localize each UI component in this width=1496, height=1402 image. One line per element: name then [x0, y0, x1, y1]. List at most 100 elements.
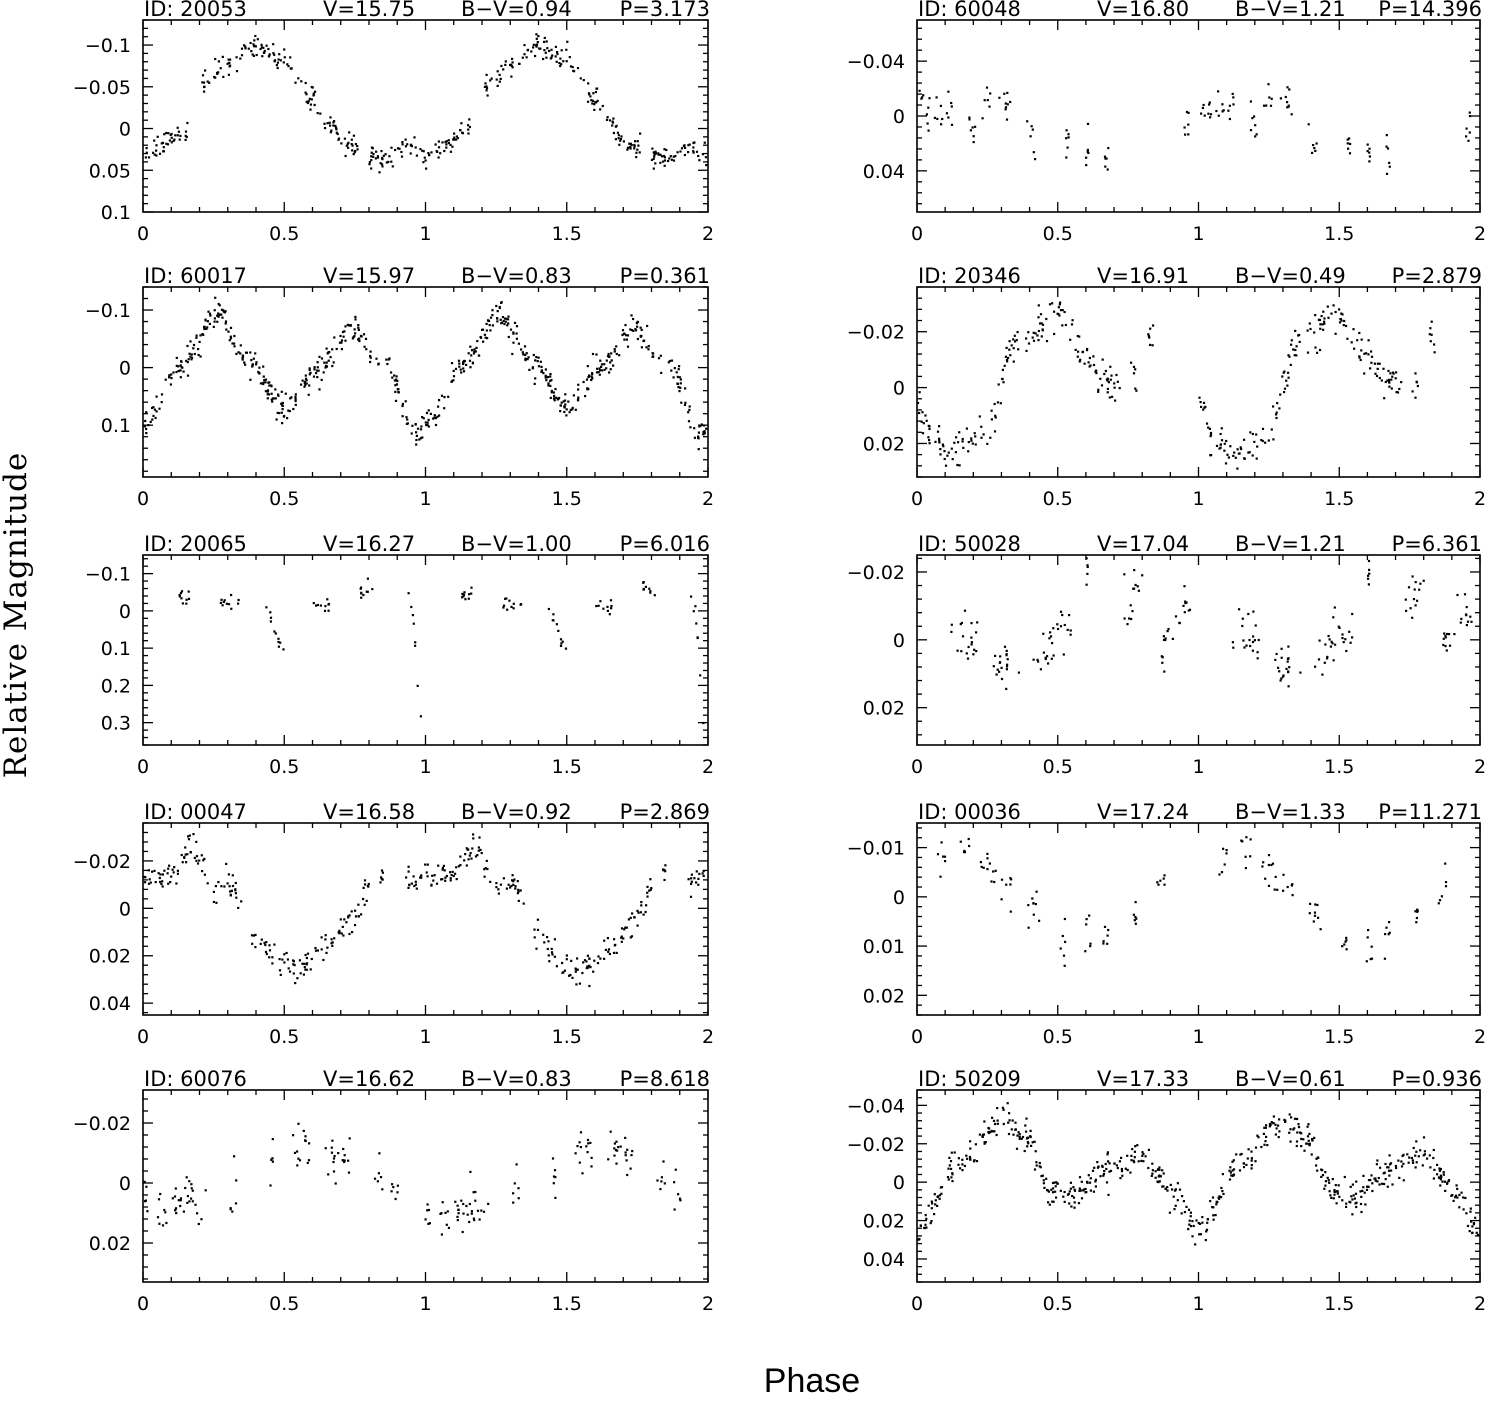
- data-point: [1299, 671, 1302, 674]
- x-tick-label: 0: [137, 1293, 149, 1315]
- data-point: [678, 376, 681, 379]
- data-point: [463, 359, 466, 363]
- data-point: [452, 874, 455, 878]
- data-point: [1307, 123, 1310, 126]
- data-point: [1110, 374, 1113, 377]
- data-point: [186, 1201, 189, 1204]
- data-point: [1355, 1205, 1358, 1209]
- data-point: [1385, 134, 1388, 137]
- data-point: [975, 631, 978, 634]
- data-point: [410, 882, 413, 885]
- data-point: [500, 301, 503, 304]
- data-point: [612, 364, 615, 367]
- data-point: [509, 886, 512, 889]
- data-point: [269, 611, 272, 614]
- plot-frame: [916, 822, 1481, 1016]
- data-point: [447, 1226, 450, 1229]
- data-point: [1336, 1190, 1339, 1193]
- data-point: [186, 374, 190, 377]
- data-point: [146, 1210, 149, 1213]
- data-point: [1206, 1221, 1209, 1224]
- data-point: [397, 391, 400, 394]
- data-point: [547, 940, 550, 943]
- data-point: [576, 67, 580, 70]
- data-point: [273, 53, 276, 56]
- x-tick-label: 0: [137, 223, 149, 245]
- data-point: [938, 441, 941, 444]
- data-point: [237, 602, 240, 605]
- data-point: [1161, 661, 1164, 664]
- data-point: [1254, 135, 1257, 138]
- data-point: [415, 431, 418, 434]
- data-point: [1321, 1169, 1324, 1172]
- data-point: [619, 137, 623, 141]
- data-point: [958, 464, 961, 467]
- data-point: [672, 159, 676, 162]
- data-point: [689, 426, 692, 429]
- data-point: [587, 100, 590, 103]
- data-point: [1277, 1124, 1280, 1127]
- data-point: [458, 365, 461, 368]
- data-point: [343, 1159, 346, 1162]
- data-point: [1130, 361, 1133, 364]
- data-point: [1158, 1168, 1161, 1171]
- data-point: [182, 370, 185, 373]
- data-point: [329, 356, 332, 359]
- data-point: [987, 1126, 990, 1130]
- data-point: [283, 56, 286, 59]
- data-point: [472, 833, 475, 836]
- data-point: [1176, 1182, 1179, 1185]
- data-point: [1444, 636, 1447, 639]
- data-point: [579, 77, 582, 80]
- data-point: [1316, 903, 1319, 907]
- data-point: [1319, 928, 1322, 931]
- data-point: [252, 357, 255, 360]
- data-point: [1370, 350, 1373, 353]
- data-point: [176, 126, 179, 129]
- data-point: [1429, 1166, 1432, 1169]
- data-point: [639, 326, 642, 329]
- data-point: [956, 463, 959, 467]
- data-point: [1411, 1161, 1415, 1164]
- data-point: [662, 160, 665, 163]
- data-point: [1092, 1190, 1095, 1193]
- data-point: [170, 132, 173, 136]
- data-point: [149, 881, 152, 884]
- data-point: [254, 45, 257, 48]
- data-point: [190, 358, 193, 361]
- data-point: [1010, 1128, 1013, 1131]
- data-point: [444, 876, 447, 879]
- data-point: [401, 141, 404, 144]
- data-point: [381, 1188, 384, 1191]
- data-point: [427, 1222, 430, 1225]
- data-point: [559, 404, 562, 407]
- data-point: [234, 889, 237, 892]
- data-point: [616, 131, 619, 134]
- data-point: [1323, 317, 1326, 320]
- data-point: [1083, 362, 1086, 365]
- data-point: [1064, 323, 1067, 327]
- data-point: [441, 1201, 444, 1204]
- data-point: [161, 1224, 165, 1227]
- data-point: [1009, 100, 1012, 104]
- data-point: [315, 604, 318, 607]
- data-point: [593, 959, 596, 962]
- data-point: [366, 884, 369, 887]
- data-point: [965, 1154, 968, 1157]
- data-point: [416, 684, 419, 687]
- data-point: [476, 854, 479, 857]
- data-point: [916, 401, 920, 405]
- data-point: [215, 901, 218, 904]
- data-point: [956, 649, 959, 652]
- data-point: [1130, 617, 1133, 621]
- data-point: [690, 595, 693, 598]
- data-point: [440, 878, 443, 881]
- data-point: [308, 97, 311, 100]
- data-point: [1185, 1205, 1188, 1208]
- panel-title-p: P=11.271: [1378, 800, 1482, 824]
- data-point: [1355, 1201, 1358, 1204]
- data-point: [1031, 1141, 1034, 1144]
- data-point: [585, 967, 588, 970]
- data-point: [235, 896, 238, 899]
- data-point: [1256, 651, 1259, 654]
